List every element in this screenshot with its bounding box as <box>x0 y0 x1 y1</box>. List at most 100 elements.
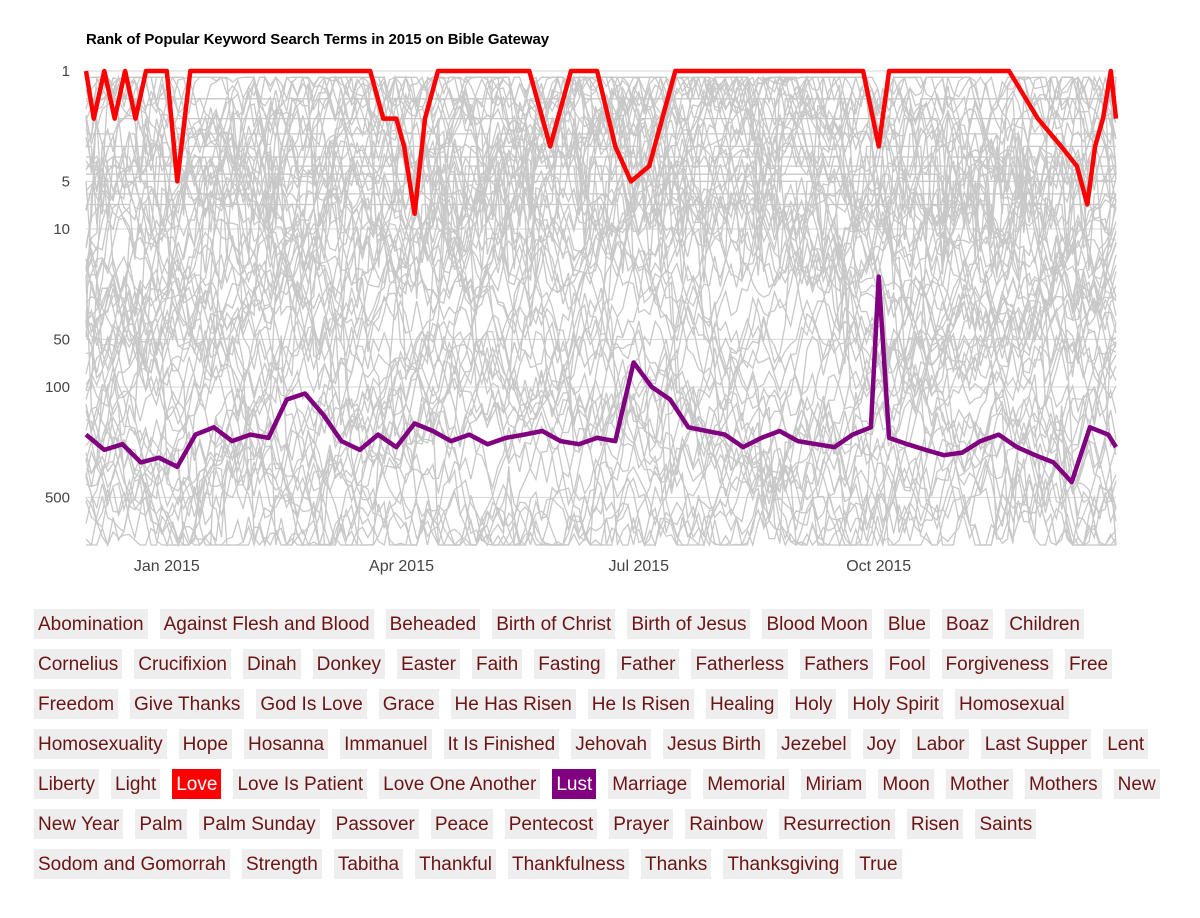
tag-he-has-risen[interactable]: He Has Risen <box>450 689 576 719</box>
tag-jesus-birth[interactable]: Jesus Birth <box>663 729 766 759</box>
tag-pentecost[interactable]: Pentecost <box>504 809 598 839</box>
background-series-line <box>85 75 1117 517</box>
x-tick-label: Jul 2015 <box>609 558 670 575</box>
tag-moon[interactable]: Moon <box>878 769 934 799</box>
tag-thankfulness[interactable]: Thankfulness <box>507 849 629 879</box>
x-tick-label: Apr 2015 <box>369 558 434 575</box>
tag-birth-of-jesus[interactable]: Birth of Jesus <box>627 609 751 639</box>
tag-thankful[interactable]: Thankful <box>415 849 496 879</box>
tag-peace[interactable]: Peace <box>430 809 493 839</box>
tag-holy[interactable]: Holy <box>790 689 837 719</box>
tag-grace[interactable]: Grace <box>378 689 439 719</box>
background-series-line <box>85 216 1117 539</box>
tag-new-year[interactable]: New Year <box>34 809 124 839</box>
tag-father[interactable]: Father <box>616 649 680 679</box>
tag-healing[interactable]: Healing <box>705 689 779 719</box>
tag-give-thanks[interactable]: Give Thanks <box>130 689 245 719</box>
tag-lent[interactable]: Lent <box>1103 729 1149 759</box>
background-series-line <box>85 180 1116 273</box>
tag-love-is-patient[interactable]: Love Is Patient <box>233 769 368 799</box>
tag-true[interactable]: True <box>855 849 902 879</box>
y-tick-label: 10 <box>53 221 70 238</box>
tag-new[interactable]: New <box>1113 769 1160 799</box>
tag-jehovah[interactable]: Jehovah <box>571 729 652 759</box>
tag-liberty[interactable]: Liberty <box>34 769 100 799</box>
tag-faith[interactable]: Faith <box>471 649 523 679</box>
background-series-lines <box>85 74 1117 548</box>
tag-mother[interactable]: Mother <box>945 769 1014 799</box>
tag-children[interactable]: Children <box>1005 609 1084 639</box>
tag-memorial[interactable]: Memorial <box>703 769 790 799</box>
tag-prayer[interactable]: Prayer <box>609 809 674 839</box>
tag-homosexuality[interactable]: Homosexuality <box>34 729 167 759</box>
background-series-line <box>85 388 1117 548</box>
tag-blood-moon[interactable]: Blood Moon <box>762 609 872 639</box>
tag-last-supper[interactable]: Last Supper <box>980 729 1092 759</box>
tag-it-is-finished[interactable]: It Is Finished <box>443 729 560 759</box>
tag-hope[interactable]: Hope <box>178 729 233 759</box>
tag-palm-sunday[interactable]: Palm Sunday <box>198 809 320 839</box>
tag-beheaded[interactable]: Beheaded <box>385 609 481 639</box>
tag-birth-of-christ[interactable]: Birth of Christ <box>492 609 616 639</box>
tag-cornelius[interactable]: Cornelius <box>34 649 123 679</box>
tag-palm[interactable]: Palm <box>135 809 187 839</box>
background-series-line <box>85 75 1117 547</box>
y-tick-label: 5 <box>62 173 70 190</box>
tag-jezebel[interactable]: Jezebel <box>777 729 851 759</box>
tag-strength[interactable]: Strength <box>242 849 322 879</box>
tag-thanksgiving[interactable]: Thanksgiving <box>723 849 844 879</box>
x-tick-label: Jan 2015 <box>134 558 200 575</box>
background-series-line <box>85 75 1117 281</box>
tag-against-flesh-and-blood[interactable]: Against Flesh and Blood <box>159 609 374 639</box>
tag-passover[interactable]: Passover <box>331 809 419 839</box>
tag-marriage[interactable]: Marriage <box>608 769 692 799</box>
tag-sodom-and-gomorrah[interactable]: Sodom and Gomorrah <box>34 849 230 879</box>
tag-lust[interactable]: Lust <box>552 769 597 799</box>
tag-tabitha[interactable]: Tabitha <box>333 849 404 879</box>
chart-title: Rank of Popular Keyword Search Terms in … <box>86 31 549 48</box>
highlighted-series-lines <box>83 68 1119 485</box>
tag-dinah[interactable]: Dinah <box>242 649 301 679</box>
tag-mothers[interactable]: Mothers <box>1025 769 1102 799</box>
tag-he-is-risen[interactable]: He Is Risen <box>587 689 694 719</box>
tag-crucifixion[interactable]: Crucifixion <box>134 649 231 679</box>
tag-boaz[interactable]: Boaz <box>941 609 994 639</box>
background-series-line <box>85 75 1117 426</box>
tag-freedom[interactable]: Freedom <box>34 689 119 719</box>
tag-blue[interactable]: Blue <box>883 609 930 639</box>
tag-joy[interactable]: Joy <box>862 729 901 759</box>
background-series-line <box>86 145 1116 240</box>
tag-hosanna[interactable]: Hosanna <box>244 729 329 759</box>
background-series-line <box>85 286 1117 546</box>
tag-easter[interactable]: Easter <box>397 649 460 679</box>
tag-resurrection[interactable]: Resurrection <box>779 809 895 839</box>
tag-homosexual[interactable]: Homosexual <box>955 689 1069 719</box>
tag-holy-spirit[interactable]: Holy Spirit <box>848 689 943 719</box>
tag-donkey[interactable]: Donkey <box>312 649 386 679</box>
tag-risen[interactable]: Risen <box>906 809 964 839</box>
tag-fool[interactable]: Fool <box>884 649 930 679</box>
tag-light[interactable]: Light <box>111 769 161 799</box>
background-series-line <box>85 241 1117 546</box>
y-tick-label: 500 <box>45 489 70 506</box>
background-series-line <box>86 98 1116 194</box>
background-series-line <box>86 193 1116 284</box>
tag-god-is-love[interactable]: God Is Love <box>256 689 367 719</box>
series-line-love <box>83 68 1119 216</box>
tag-labor[interactable]: Labor <box>912 729 969 759</box>
tag-miriam[interactable]: Miriam <box>801 769 867 799</box>
tag-thanks[interactable]: Thanks <box>641 849 712 879</box>
tag-rainbow[interactable]: Rainbow <box>685 809 768 839</box>
y-tick-label: 100 <box>45 379 70 396</box>
tag-free[interactable]: Free <box>1065 649 1113 679</box>
tag-fathers[interactable]: Fathers <box>800 649 873 679</box>
tag-fasting[interactable]: Fasting <box>534 649 605 679</box>
tag-love-one-another[interactable]: Love One Another <box>379 769 541 799</box>
tag-forgiveness[interactable]: Forgiveness <box>941 649 1054 679</box>
tag-immanuel[interactable]: Immanuel <box>340 729 432 759</box>
series-line-lust <box>84 274 1118 485</box>
tag-love[interactable]: Love <box>172 769 222 799</box>
tag-saints[interactable]: Saints <box>975 809 1037 839</box>
tag-fatherless[interactable]: Fatherless <box>691 649 789 679</box>
tag-abomination[interactable]: Abomination <box>34 609 148 639</box>
